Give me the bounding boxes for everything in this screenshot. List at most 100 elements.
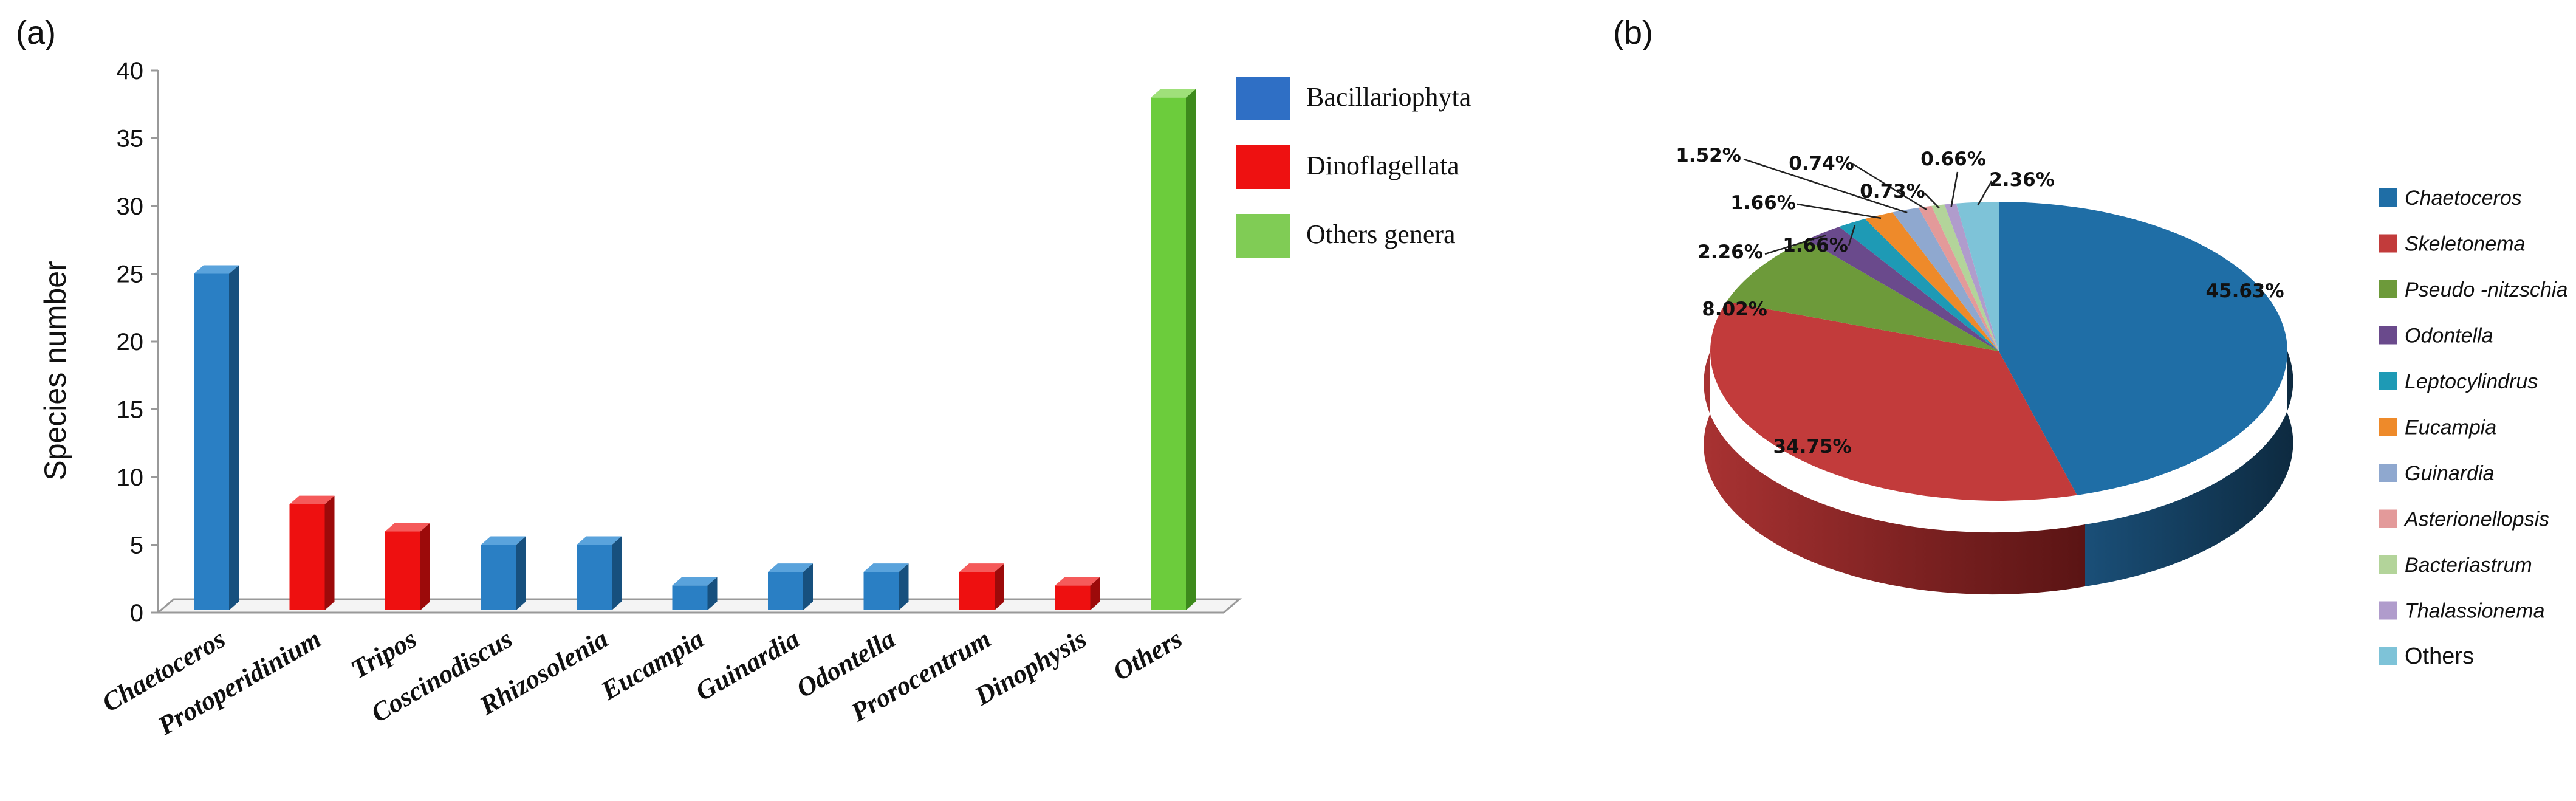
bar-prorocentrum	[959, 563, 1004, 610]
pie-legend-item-skeletonema: Skeletonema	[2379, 233, 2525, 256]
y-tick-label: 20	[117, 329, 144, 356]
bar-top	[1055, 577, 1100, 586]
bar-side	[995, 563, 1004, 610]
panel-b-label: (b)	[1613, 15, 1653, 51]
y-tick-label: 40	[117, 58, 144, 84]
pie-legend-label: Pseudo -nitzschia	[2405, 278, 2567, 301]
legend-label: Bacillariophyta	[1306, 82, 1471, 112]
pie-legend-label: Skeletonema	[2405, 233, 2525, 256]
pie-legend-label: Chaetoceros	[2405, 187, 2522, 210]
pie-legend-label: Odontella	[2405, 325, 2493, 348]
pie-value-label: 2.36%	[1989, 169, 2055, 191]
bar-others	[1151, 89, 1196, 611]
pie-legend-item-guinardia: Guinardia	[2379, 462, 2494, 485]
x-category-label: Eucampia	[595, 624, 708, 706]
legend-label: Dinoflagellata	[1306, 151, 1459, 180]
pie-legend-item-asterionellopsis: Asterionellopsis	[2379, 508, 2549, 531]
y-tick-label: 5	[130, 532, 143, 559]
bar-protoperidinium	[289, 495, 335, 610]
y-tick-label: 30	[117, 193, 144, 220]
pie-slice-skeletonema	[1710, 301, 2077, 501]
pie-side-chaetoceros	[2085, 351, 2293, 586]
pie-legend-swatch	[2379, 509, 2397, 528]
pie-slice-eucampia	[1865, 212, 1999, 351]
y-tick-label: 25	[117, 261, 144, 288]
bar-side	[516, 536, 526, 610]
legend-swatch	[1236, 145, 1290, 189]
bar-front	[672, 585, 708, 610]
pie-legend-swatch	[2379, 555, 2397, 574]
pie-value-label: 8.02%	[1702, 298, 1767, 320]
pie-legend-item-chaetoceros: Chaetoceros	[2379, 187, 2522, 210]
pie-legend-label: Eucampia	[2405, 416, 2496, 439]
bar-front	[194, 273, 229, 610]
bar-side	[229, 265, 239, 610]
bar-front	[863, 572, 899, 610]
pie-label-leptocylindrus: 1.66%	[1783, 225, 1856, 256]
legend-label: Others genera	[1306, 219, 1456, 249]
pie-leader-line	[1924, 193, 1940, 209]
bar-side	[707, 577, 718, 610]
bar-front	[289, 504, 325, 610]
bar-odontella	[863, 563, 909, 610]
pie-value-label: 34.75%	[1773, 436, 1851, 458]
pie-label-others: 2.36%	[1977, 169, 2055, 206]
pie-leader-line	[1848, 225, 1856, 246]
pie-legend-swatch	[2379, 326, 2397, 345]
pie-legend-swatch	[2379, 601, 2397, 620]
bar-rhizosolenia	[577, 536, 622, 610]
bar-top	[863, 563, 909, 572]
pie-legend-item-odontella: Odontella	[2379, 325, 2493, 348]
pie-value-label: 1.66%	[1783, 235, 1848, 256]
bar-front	[385, 531, 420, 610]
pie-legend-swatch	[2379, 647, 2397, 665]
pie-leader-line	[1797, 203, 1882, 219]
pie-legend-swatch	[2379, 188, 2397, 207]
bars	[194, 89, 1196, 611]
pie-legend-label: Guinardia	[2405, 462, 2494, 485]
pie-legend-swatch	[2379, 464, 2397, 482]
pie-value-label: 1.52%	[1676, 145, 1741, 167]
y-tick-label: 35	[117, 126, 144, 153]
pie-legend-label: Bacteriastrum	[2405, 554, 2532, 577]
y-axis-label: Species number	[38, 261, 72, 480]
bar-side	[324, 495, 335, 610]
panel-a-label: (a)	[16, 15, 56, 51]
bar-front	[1151, 97, 1186, 611]
bar-front	[481, 545, 516, 610]
bar-chaetoceros	[194, 265, 239, 610]
pie-legend-item-pseudo-nitzschia: Pseudo -nitzschia	[2379, 278, 2567, 301]
x-category-label: Others	[1108, 624, 1187, 687]
pie-leader-line	[1852, 163, 1927, 211]
bar-guinardia	[768, 563, 813, 610]
bar-side	[899, 563, 909, 610]
pie-slices	[1710, 202, 2287, 501]
bar-legend: Bacillariophyta Dinoflagellata Others gene…	[1236, 77, 1471, 258]
bar-top	[768, 563, 813, 572]
pie-label-chaetoceros: 45.63%	[2205, 280, 2284, 302]
bar-dinophysis	[1055, 577, 1100, 610]
pie-slice-chaetoceros	[1999, 202, 2287, 495]
pie-legend-item-bacteriastrum: Bacteriastrum	[2379, 554, 2532, 577]
pie-value-label: 45.63%	[2205, 280, 2284, 302]
pie-slice-bacteriastrum	[1931, 204, 1999, 351]
pie-legend-item-others: Others	[2379, 644, 2474, 669]
pie-side-skeletonema	[1704, 351, 2085, 595]
x-category-label: Tripos	[346, 624, 422, 684]
pie-legend-swatch	[2379, 280, 2397, 298]
pie-legend-item-eucampia: Eucampia	[2379, 416, 2496, 439]
bar-front	[959, 572, 995, 610]
pie-sides	[1704, 351, 2293, 595]
pie-leader-line	[1743, 158, 1908, 214]
bar-front	[577, 545, 612, 610]
bar-tripos	[385, 523, 430, 610]
pie-legend-swatch	[2379, 234, 2397, 253]
pie-label-skeletonema: 34.75%	[1773, 436, 1851, 458]
x-category-label: Protoperidinium	[152, 624, 326, 741]
y-ticks: 0 5 10 15 20 25 30 35 40	[117, 58, 158, 627]
legend-swatch	[1236, 77, 1290, 120]
pie-slice-pseudo-nitzschia	[1726, 239, 1999, 351]
pie-label-guinardia: 1.52%	[1676, 145, 1908, 214]
legend-item-others-genera: Others genera	[1236, 214, 1456, 258]
